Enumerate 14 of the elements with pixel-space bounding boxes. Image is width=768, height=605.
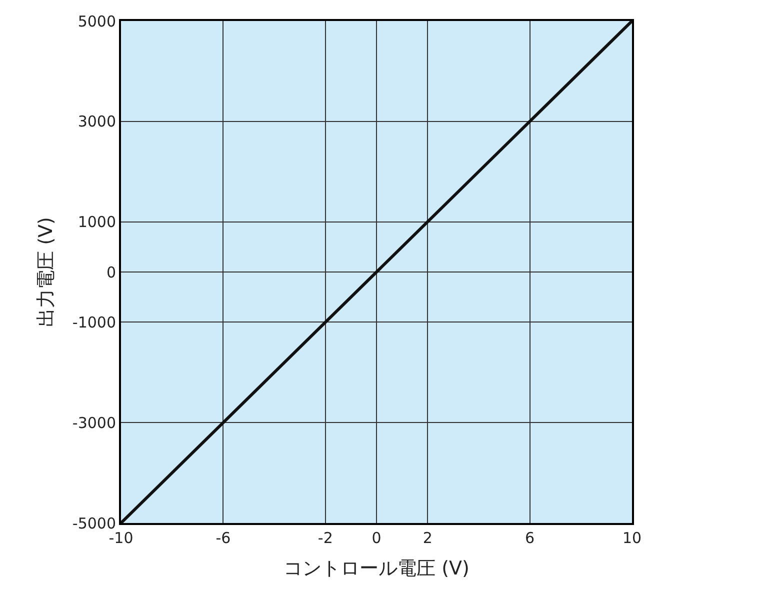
x-tick-label: 2 [422,529,432,547]
x-tick-label: 0 [372,529,382,547]
y-tick-label: -3000 [72,414,116,432]
y-tick-label: 1000 [78,213,116,232]
y-tick-label: 3000 [78,112,116,131]
x-tick-label: 6 [525,529,535,547]
x-axis-title: コントロール電圧 (V) [284,557,470,580]
x-tick-label: -6 [216,529,231,547]
x-tick-label: 10 [622,529,642,547]
y-tick-label: 5000 [78,12,116,30]
y-axis-title: 出力電圧 (V) [34,217,57,327]
y-tick-label: -1000 [72,313,116,332]
x-tick-label: -2 [318,529,333,547]
y-tick-label: 0 [106,263,116,282]
